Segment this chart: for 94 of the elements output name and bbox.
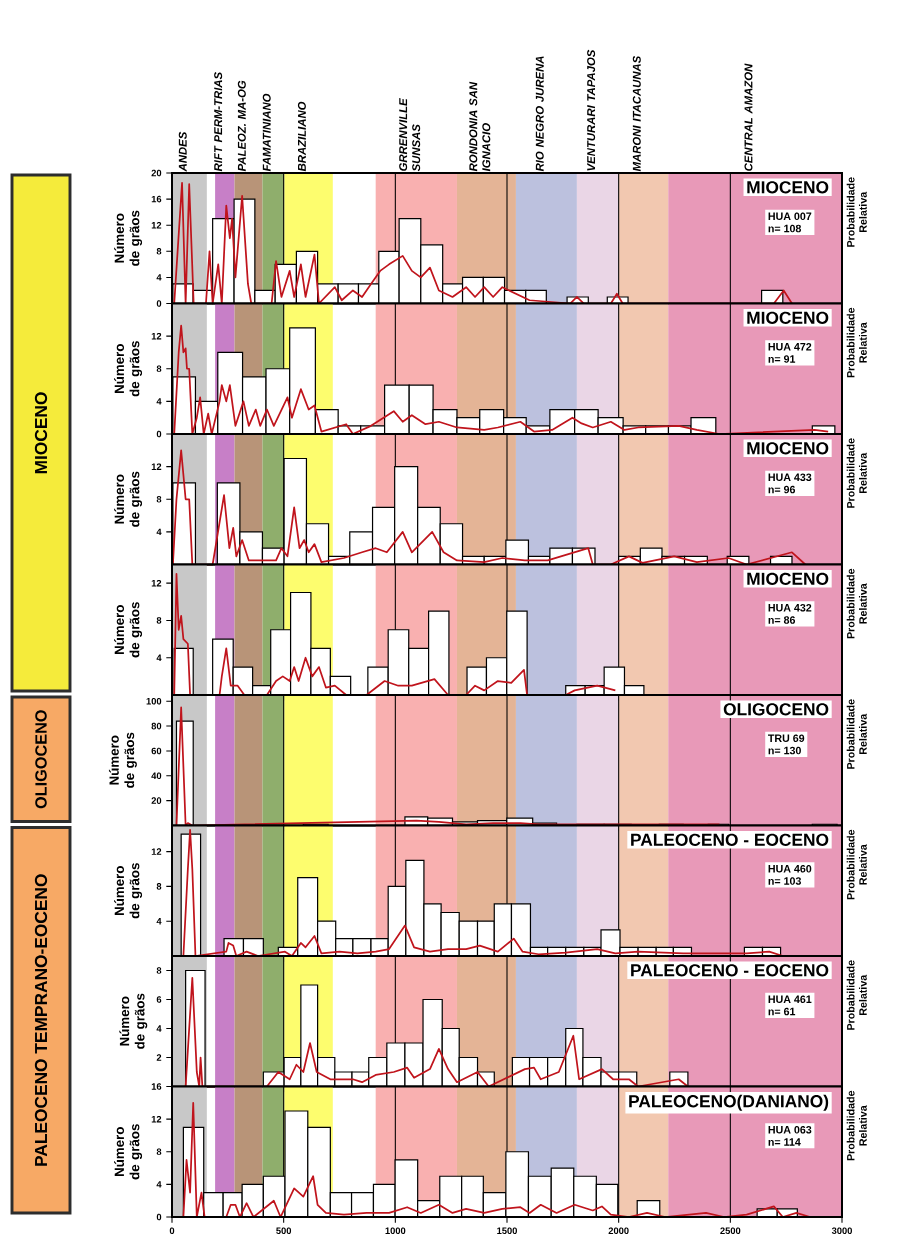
x-tick-label: 1500 — [497, 1227, 517, 1235]
chart-title: PALEOCENO - EOCENO — [631, 964, 829, 977]
x-tick-label: 3000 — [831, 1227, 852, 1235]
annotation: TRU 69 — [768, 734, 805, 743]
y-tick-label: 8 — [156, 617, 162, 624]
x-tick-label: 0 — [169, 1227, 175, 1235]
y-tick-label: 8 — [156, 967, 162, 974]
y-tick-label: 20 — [151, 797, 162, 804]
y-tick-label: 8 — [156, 365, 162, 373]
y2-axis-title: Probabilidade Relativa — [846, 829, 867, 900]
y-axis-title: Número de grãos — [108, 732, 137, 788]
y-tick-label: 4 — [156, 654, 162, 661]
band-label: PALEOZ. MA-OG — [237, 80, 246, 172]
band-label: ANDES — [178, 131, 187, 172]
y-axis-title: Número de grãos — [114, 1124, 143, 1180]
y-tick-label: 40 — [151, 772, 162, 780]
y-tick-label: 4 — [156, 398, 162, 405]
y-tick-label: 12 — [151, 1115, 162, 1123]
y-tick-label: 16 — [151, 195, 162, 203]
y-tick-label: 12 — [151, 332, 162, 340]
y-tick-label: 12 — [151, 463, 162, 470]
annotation: n= 103 — [768, 877, 801, 885]
y-tick-label: 0 — [156, 430, 162, 438]
band-label: MARONI ITACAUNAS — [632, 55, 641, 172]
annotation: HUA 063 — [768, 1126, 812, 1134]
y-tick-label: 100 — [146, 697, 162, 705]
y-axis-title: Número de grãos — [114, 602, 143, 658]
y2-axis-title: Probabilidade Relativa — [846, 177, 867, 247]
x-tick-label: 2500 — [720, 1227, 741, 1235]
y-tick-label: 6 — [156, 996, 162, 1003]
y-tick-label: 0 — [156, 1213, 162, 1221]
y-tick-label: 16 — [151, 1083, 162, 1090]
band-label: VENTURARI TAPAJOS — [587, 49, 596, 171]
y-tick-label: 80 — [151, 722, 162, 730]
y-tick-label: 2 — [156, 1054, 162, 1061]
y-axis-title: Número de grãos — [114, 471, 143, 527]
y-tick-label: 4 — [156, 918, 162, 925]
band-label: GRRENVILLE SUNSAS — [399, 98, 421, 172]
annotation: n= 96 — [768, 485, 796, 494]
y-tick-label: 12 — [151, 848, 162, 855]
annotation: HUA 007 — [768, 212, 812, 221]
annotation: n= 91 — [768, 355, 796, 363]
text: OLIGOCENO — [35, 710, 47, 809]
y-tick-label: 0 — [156, 300, 162, 307]
y-tick-label: 8 — [156, 495, 162, 503]
y-tick-label: 4 — [156, 1025, 162, 1032]
annotation: HUA 433 — [768, 473, 812, 482]
x-tick-label: 2000 — [608, 1227, 629, 1235]
annotation: n= 114 — [768, 1138, 801, 1146]
band-label: CENTRAL AMAZON — [744, 63, 753, 171]
y-tick-label: 12 — [151, 579, 162, 587]
chart-title: MIOCENO — [747, 181, 829, 194]
y2-axis-title: Probabilidade Relativa — [846, 699, 867, 769]
y-axis-title: Número de grãos — [114, 863, 143, 919]
y-tick-label: 8 — [156, 1148, 162, 1156]
y-tick-label: 8 — [156, 883, 162, 890]
annotation: n= 108 — [768, 224, 802, 233]
y-tick-label: 60 — [151, 747, 162, 755]
y2-axis-title: Probabilidade Relativa — [846, 960, 867, 1030]
y-tick-label: 4 — [156, 274, 162, 281]
text: MIOCENO — [34, 392, 48, 474]
y-tick-label: 12 — [151, 221, 162, 229]
annotation: n= 86 — [768, 616, 796, 624]
band-label: RIO NEGRO JURENA — [535, 56, 544, 172]
chart-title: MIOCENO — [747, 442, 829, 455]
annotation: HUA 461 — [768, 995, 812, 1004]
annotation: HUA 472 — [768, 342, 812, 351]
y2-axis-title: Probabilidade Relativa — [846, 568, 867, 639]
y-axis-title: Número de grãos — [114, 341, 143, 397]
annotation: n= 130 — [768, 746, 801, 755]
chart-title: MIOCENO — [747, 572, 829, 585]
band-label: RIFT PERM-TRIAS — [214, 72, 223, 172]
chart-title: PALEOCENO - EOCENO — [631, 833, 829, 846]
y-axis-title: Número de grãos — [119, 993, 148, 1049]
text: PALEOCENO TEMPRANO-EOCENO — [34, 874, 48, 1166]
y-tick-label: 20 — [151, 169, 162, 177]
y-tick-label: 8 — [156, 248, 162, 255]
annotation: HUA 460 — [768, 864, 812, 873]
annotation: n= 61 — [768, 1007, 796, 1016]
x-tick-label: 1000 — [385, 1227, 406, 1235]
chart-title: OLIGOCENO — [723, 703, 829, 716]
annotation: HUA 432 — [768, 603, 812, 612]
y-tick-label: 4 — [156, 1181, 162, 1188]
y-axis-title: Número de grãos — [114, 210, 143, 266]
chart-title: MIOCENO — [747, 311, 829, 324]
y2-axis-title: Probabilidade Relativa — [846, 307, 867, 378]
y2-axis-title: Probabilidade Relativa — [846, 438, 867, 508]
chart-title: PALEOCENO(DANIANO) — [629, 1094, 829, 1111]
y-tick-label: 4 — [156, 528, 162, 536]
y2-axis-title: Probabilidade Relativa — [846, 1090, 867, 1161]
band-label: RONDONIA SAN IGNACIO — [469, 81, 491, 172]
x-tick-label: 500 — [276, 1227, 292, 1235]
band-label: FAMATINIANO — [262, 93, 271, 172]
band-label: BRAZILIANO — [297, 101, 306, 172]
